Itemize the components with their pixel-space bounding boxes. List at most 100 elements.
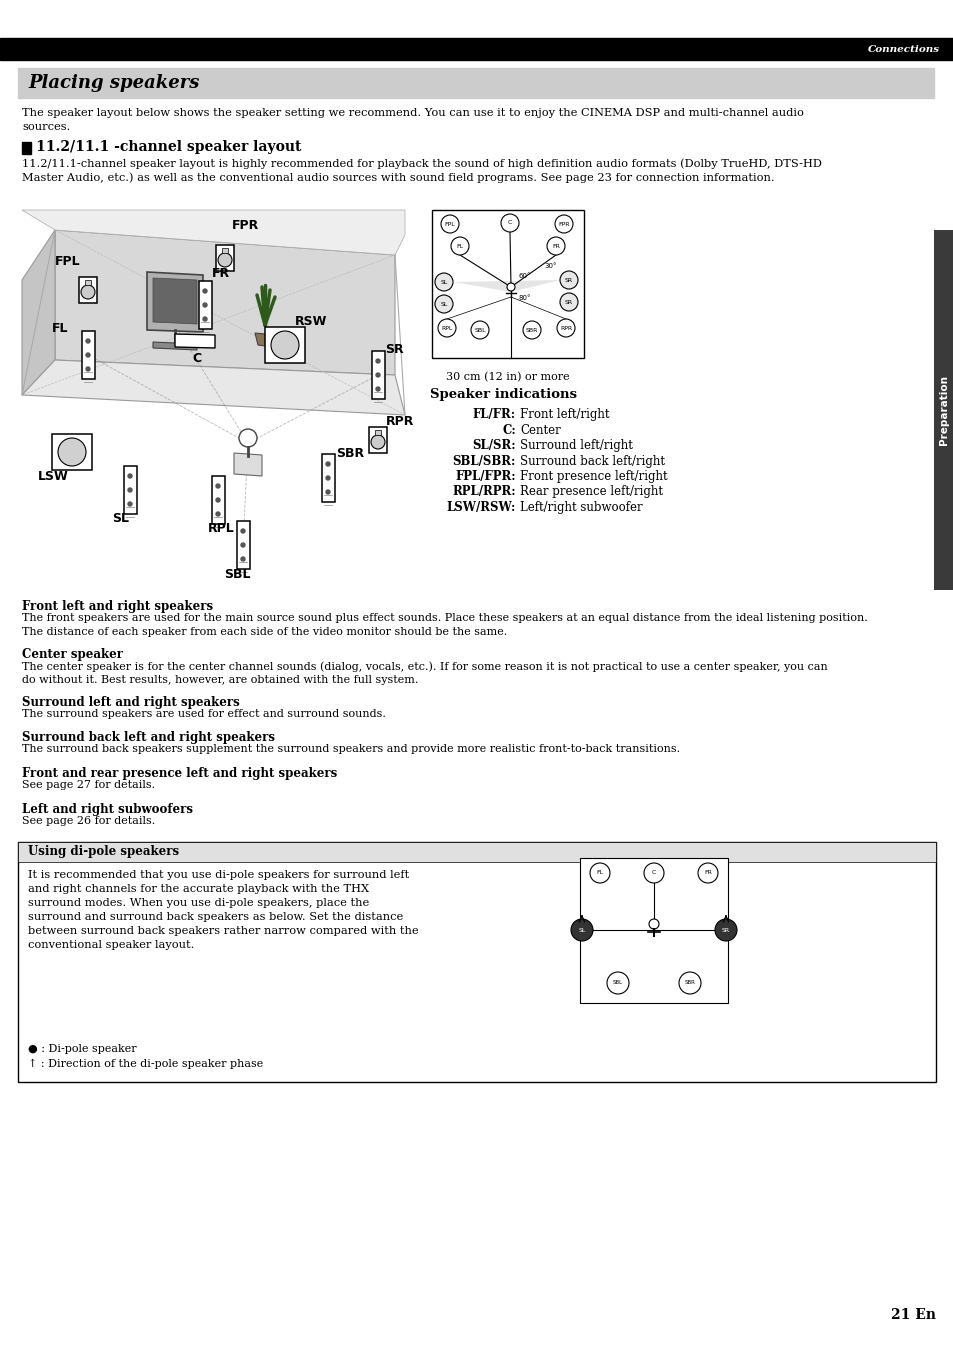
Text: 80°: 80° (518, 295, 531, 301)
Text: FL: FL (456, 243, 463, 249)
Text: Surround left and right speakers: Surround left and right speakers (22, 696, 239, 709)
Text: Surround back left/right: Surround back left/right (519, 454, 664, 467)
Text: 11.2/11.1 -channel speaker layout: 11.2/11.1 -channel speaker layout (36, 141, 301, 154)
Circle shape (546, 236, 564, 255)
Bar (0, 38, 953, 59)
Bar (579, 858, 727, 1002)
Text: SL: SL (440, 280, 447, 285)
Bar (322, 454, 335, 503)
Text: SL: SL (112, 512, 129, 526)
Text: The center speaker is for the center channel sounds (dialog, vocals, etc.). If f: The center speaker is for the center cha… (22, 661, 827, 685)
Circle shape (241, 543, 245, 547)
Text: RPR: RPR (386, 415, 414, 428)
Text: Surround back left and right speakers: Surround back left and right speakers (22, 731, 274, 744)
Text: FL/FR:: FL/FR: (473, 408, 516, 422)
Text: 30°: 30° (543, 263, 556, 269)
Polygon shape (152, 342, 196, 350)
Text: Using di-pole speakers: Using di-pole speakers (28, 846, 179, 858)
Circle shape (86, 367, 90, 372)
Circle shape (559, 293, 578, 311)
Circle shape (58, 438, 86, 466)
Bar (375, 430, 380, 435)
Bar (215, 245, 233, 272)
Bar (124, 466, 137, 513)
Text: Left and right subwoofers: Left and right subwoofers (22, 802, 193, 816)
Text: C:: C: (501, 423, 516, 436)
Bar (22, 142, 30, 154)
Polygon shape (22, 359, 405, 415)
Circle shape (271, 331, 298, 359)
Circle shape (128, 488, 132, 492)
Bar (85, 280, 91, 285)
Bar (18, 68, 933, 99)
Circle shape (128, 474, 132, 478)
Text: LSW: LSW (38, 470, 69, 484)
Text: C: C (192, 353, 201, 365)
Bar (52, 434, 91, 470)
Polygon shape (147, 272, 203, 332)
Circle shape (440, 215, 458, 232)
Text: Front left/right: Front left/right (519, 408, 609, 422)
Text: 21 En: 21 En (890, 1308, 935, 1323)
Text: The surround speakers are used for effect and surround sounds.: The surround speakers are used for effec… (22, 709, 385, 719)
Text: SL/SR:: SL/SR: (472, 439, 516, 453)
Text: It is recommended that you use di-pole speakers for surround left
and right chan: It is recommended that you use di-pole s… (28, 870, 418, 950)
Circle shape (698, 863, 718, 884)
Text: Center: Center (519, 423, 560, 436)
Polygon shape (55, 230, 395, 376)
Bar (222, 249, 228, 253)
Circle shape (371, 435, 385, 449)
Polygon shape (22, 209, 405, 255)
Text: SBR: SBR (525, 327, 537, 332)
Circle shape (437, 319, 456, 336)
Circle shape (375, 359, 379, 363)
Circle shape (326, 490, 330, 494)
Circle shape (203, 317, 207, 322)
Circle shape (218, 253, 232, 267)
Text: C: C (507, 220, 512, 226)
Circle shape (559, 272, 578, 289)
Bar (79, 277, 97, 303)
Text: SR: SR (564, 277, 573, 282)
Text: Front presence left/right: Front presence left/right (519, 470, 667, 484)
Text: RPL/RPR:: RPL/RPR: (452, 485, 516, 499)
Text: SR: SR (564, 300, 573, 304)
Circle shape (241, 530, 245, 534)
Text: Placing speakers: Placing speakers (28, 74, 199, 92)
Circle shape (203, 303, 207, 307)
Text: The front speakers are used for the main source sound plus effect sounds. Place : The front speakers are used for the main… (22, 613, 867, 636)
Text: RPR: RPR (559, 326, 572, 331)
Text: Surround left/right: Surround left/right (519, 439, 632, 453)
Text: See page 26 for details.: See page 26 for details. (22, 816, 155, 825)
Bar (18, 842, 935, 862)
Text: LSW/RSW:: LSW/RSW: (446, 501, 516, 513)
Circle shape (326, 476, 330, 480)
Polygon shape (152, 278, 196, 324)
Text: Preparation: Preparation (938, 376, 948, 444)
Text: FPR: FPR (558, 222, 569, 227)
Text: SBL: SBL (474, 327, 485, 332)
Text: Left/right subwoofer: Left/right subwoofer (519, 501, 642, 513)
Circle shape (471, 322, 489, 339)
Text: ↑ : Direction of the di-pole speaker phase: ↑ : Direction of the di-pole speaker pha… (28, 1059, 263, 1069)
Text: FR: FR (212, 267, 230, 280)
Text: SBR: SBR (684, 981, 695, 985)
Bar (933, 230, 953, 590)
Text: SBR: SBR (335, 447, 364, 459)
Polygon shape (22, 230, 55, 394)
Circle shape (555, 215, 573, 232)
Text: SBL: SBL (224, 567, 250, 581)
Bar (265, 327, 305, 363)
Circle shape (86, 339, 90, 343)
Circle shape (500, 213, 518, 232)
Circle shape (239, 430, 256, 447)
Text: C: C (651, 870, 656, 875)
Circle shape (326, 462, 330, 466)
Text: Connections: Connections (867, 45, 939, 54)
Bar (432, 209, 583, 358)
Circle shape (86, 353, 90, 357)
Circle shape (215, 484, 220, 488)
Bar (212, 476, 225, 524)
Circle shape (203, 289, 207, 293)
Bar (82, 331, 95, 380)
